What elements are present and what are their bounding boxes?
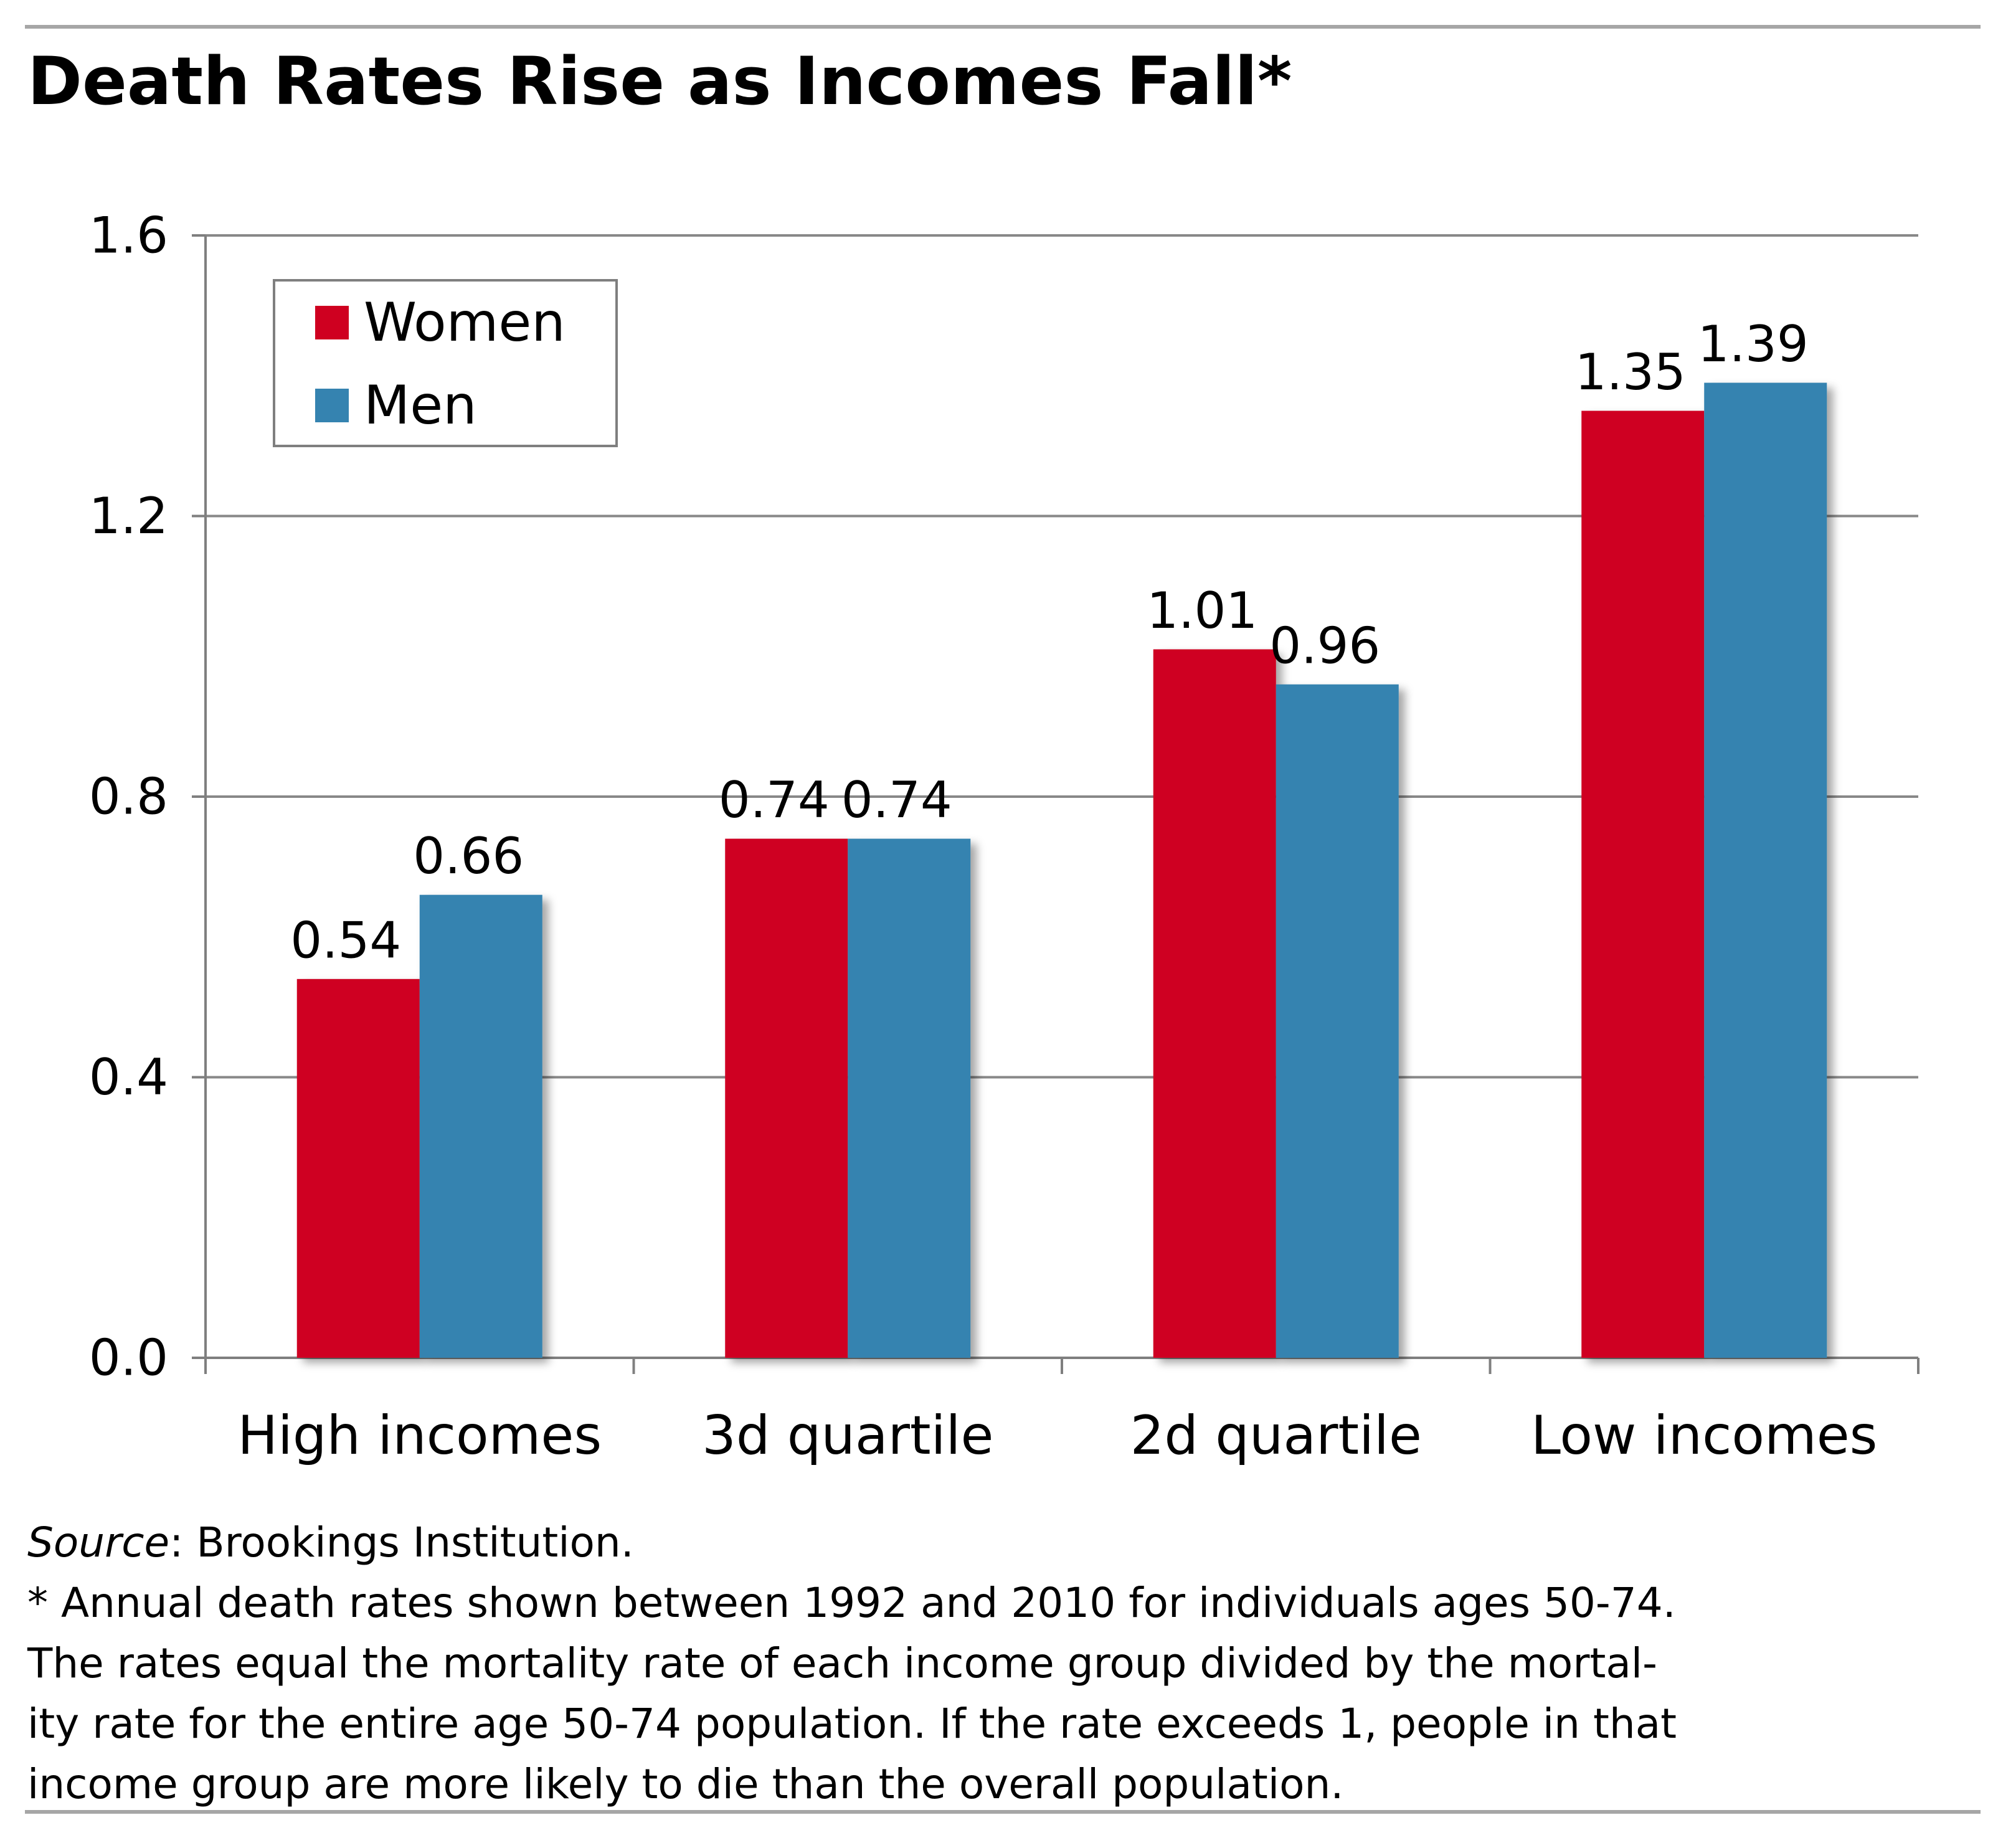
footnote-line: income group are more likely to die than… (27, 1760, 1344, 1808)
bar-women (1153, 649, 1276, 1358)
x-tick-label: Low incomes (1531, 1405, 1877, 1467)
footnote-line: * Annual death rates shown between 1992 … (27, 1579, 1676, 1627)
legend-label: Men (364, 374, 477, 437)
data-label: 1.35 (1575, 343, 1686, 401)
legend: Women Men (273, 279, 618, 447)
source-text: : Brookings Institution. (169, 1519, 634, 1566)
data-label: 0.66 (413, 827, 524, 885)
legend-swatch-women (315, 306, 349, 339)
source-label: Source (27, 1519, 170, 1566)
x-tick-label: High incomes (237, 1405, 602, 1467)
legend-label: Women (364, 291, 566, 354)
bar-women (1581, 410, 1705, 1358)
footnote-line: The rates equal the mortality rate of ea… (27, 1639, 1657, 1687)
chart-title: Death Rates Rise as Incomes Fall* (27, 43, 1292, 120)
y-tick-label: 0.8 (89, 768, 168, 826)
data-label: 0.74 (841, 771, 952, 829)
bar-women (725, 838, 848, 1358)
bottom-rule (25, 1810, 1981, 1814)
legend-swatch-men (315, 389, 349, 422)
bar-men (848, 838, 971, 1358)
data-label: 0.96 (1269, 617, 1380, 675)
bar-chart: 0.0 0.4 0.8 1.2 1.6 High incomes 3d quartile 2d… (89, 207, 1920, 1467)
axes: 0.0 0.4 0.8 1.2 1.6 High incomes 3d quartile 2d… (89, 207, 1920, 1467)
source-line: Source: Brookings Institution. (27, 1512, 1971, 1573)
bar-women (296, 978, 420, 1358)
data-label: 0.74 (719, 771, 830, 829)
bars (296, 382, 1827, 1358)
data-label: 0.54 (290, 911, 401, 969)
y-tick-label: 1.2 (89, 487, 168, 545)
notes: Source: Brookings Institution. * Annual … (27, 1512, 1971, 1814)
footnote-line: ity rate for the entire age 50-74 popula… (27, 1700, 1677, 1748)
x-tick-label: 3d quartile (702, 1405, 993, 1467)
data-label: 1.01 (1147, 582, 1257, 640)
data-label: 1.39 (1698, 315, 1809, 373)
bar-men (1704, 382, 1827, 1358)
bar-men (419, 894, 542, 1358)
top-rule (25, 25, 1981, 29)
data-labels: 0.540.66 0.74 0.74 1.010.96 1.35 1.39 (290, 315, 1809, 969)
y-tick-label: 0.0 (89, 1329, 168, 1387)
y-tick-label: 1.6 (89, 207, 168, 265)
x-tick-label: 2d quartile (1130, 1405, 1422, 1467)
bar-men (1276, 684, 1399, 1358)
y-tick-label: 0.4 (89, 1048, 168, 1106)
